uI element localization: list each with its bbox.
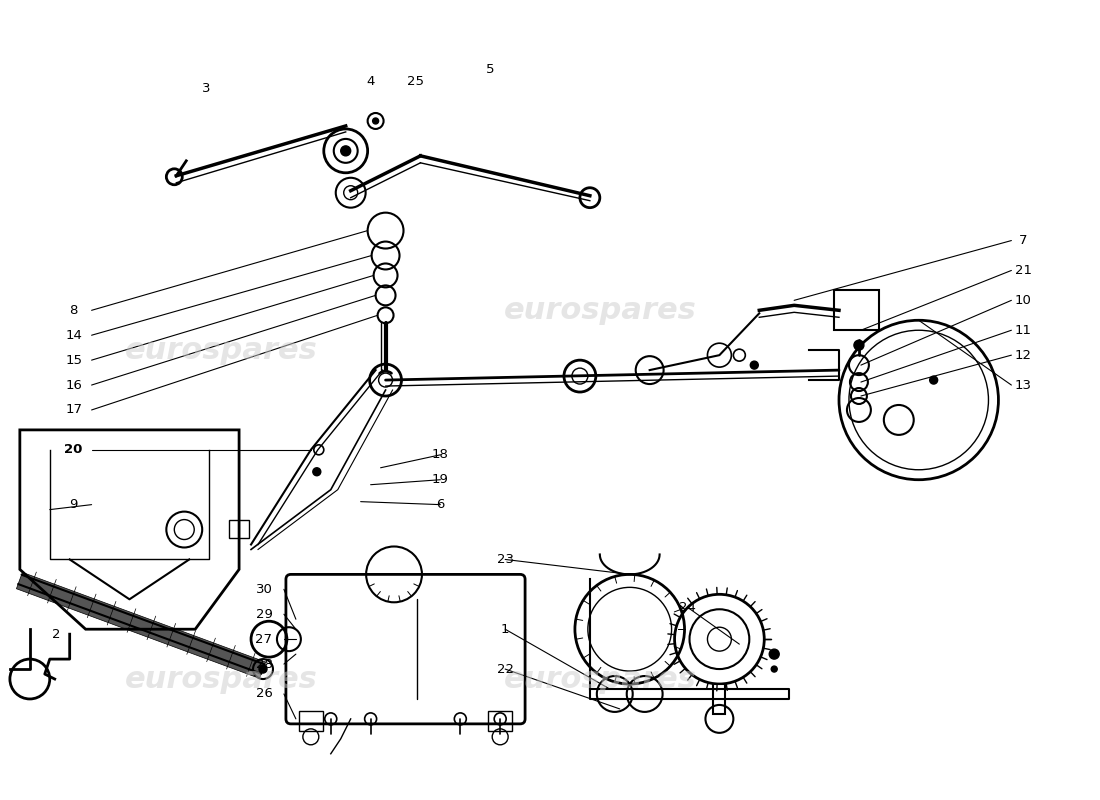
Bar — [714, 684, 725, 714]
Circle shape — [854, 340, 864, 350]
Text: 21: 21 — [1015, 264, 1032, 277]
Text: 26: 26 — [255, 687, 273, 701]
Text: eurospares: eurospares — [504, 296, 696, 325]
Text: 8: 8 — [69, 304, 78, 317]
Text: eurospares: eurospares — [504, 665, 696, 694]
Circle shape — [930, 376, 937, 384]
Circle shape — [312, 468, 321, 476]
Text: 2: 2 — [53, 628, 60, 641]
Bar — [488, 711, 513, 731]
Text: 23: 23 — [497, 553, 514, 566]
Text: 5: 5 — [486, 62, 495, 76]
Text: 9: 9 — [69, 498, 78, 511]
Polygon shape — [16, 572, 265, 678]
Text: 27: 27 — [255, 633, 273, 646]
Text: 19: 19 — [432, 474, 449, 486]
Text: 7: 7 — [1019, 234, 1027, 247]
Text: 29: 29 — [255, 608, 273, 621]
Circle shape — [258, 665, 267, 673]
Text: 22: 22 — [497, 662, 514, 675]
Text: 18: 18 — [432, 448, 449, 462]
Text: 10: 10 — [1015, 294, 1032, 307]
Circle shape — [771, 666, 778, 672]
Text: 4: 4 — [366, 74, 375, 88]
Circle shape — [373, 118, 378, 124]
Text: 3: 3 — [202, 82, 210, 94]
Text: 30: 30 — [255, 583, 273, 596]
Text: 16: 16 — [65, 378, 82, 391]
Text: 6: 6 — [437, 498, 444, 511]
Bar — [229, 519, 249, 538]
Circle shape — [769, 649, 779, 659]
Text: 11: 11 — [1015, 324, 1032, 337]
Text: 1: 1 — [500, 622, 509, 636]
Text: 25: 25 — [407, 74, 424, 88]
Text: 24: 24 — [679, 601, 696, 614]
Bar — [834, 290, 879, 330]
Text: 28: 28 — [255, 658, 273, 670]
Circle shape — [750, 361, 758, 369]
Text: 13: 13 — [1015, 378, 1032, 391]
Text: 12: 12 — [1015, 349, 1032, 362]
Text: eurospares: eurospares — [124, 336, 318, 365]
Text: 20: 20 — [65, 443, 82, 456]
Text: 14: 14 — [65, 329, 82, 342]
Text: 15: 15 — [65, 354, 82, 366]
Circle shape — [341, 146, 351, 156]
Text: eurospares: eurospares — [124, 665, 318, 694]
Bar — [299, 711, 322, 731]
Text: 17: 17 — [65, 403, 82, 417]
